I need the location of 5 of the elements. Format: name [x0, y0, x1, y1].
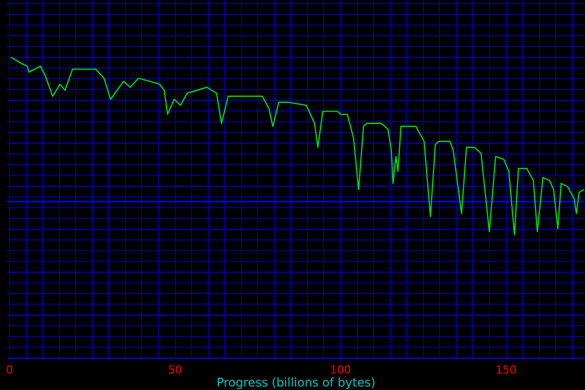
x-tick-label: 150 — [496, 364, 517, 376]
x-tick-label: 0 — [6, 364, 13, 376]
x-axis-title: Progress (billions of bytes) — [216, 376, 376, 390]
x-tick-label: 100 — [330, 364, 352, 376]
x-tick-label: 50 — [168, 364, 182, 376]
